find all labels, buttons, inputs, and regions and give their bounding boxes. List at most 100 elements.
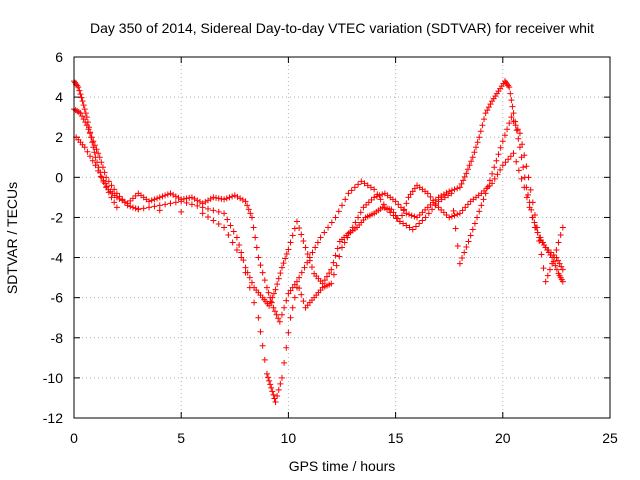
data-point [559,224,566,231]
data-point-interp [289,232,296,239]
data-point-interp [518,175,525,182]
data-point-interp [80,116,87,123]
data-point-interp [129,204,136,211]
data-point-interp [489,170,496,177]
data-point-interp [361,180,368,187]
data-point-interp [334,245,341,252]
data-point-interp [448,213,455,220]
data-point-interp [411,185,418,192]
data-point-interp [448,187,455,194]
data-point [489,180,496,187]
data-point-interp [308,264,315,271]
data-point-interp [400,220,407,227]
data-point-interp [529,214,536,221]
data-point-interp [505,156,512,163]
data-point-interp [519,141,526,148]
data-point [272,286,279,293]
data-point [221,224,228,231]
data-point-interp [438,192,445,199]
data-point [199,210,206,217]
data-point-interp [265,374,272,381]
data-point-interp [298,269,305,276]
data-point-interp [523,163,530,170]
data-point-interp [105,189,112,196]
data-point [384,206,391,213]
data-point-interp [282,255,289,262]
data-point [392,198,399,205]
data-point-interp [79,113,86,120]
data-point [534,224,541,231]
axis-ticks: 0 5 10 15 20 25 -12 -10 -8 -6 -4 -2 0 2 4 6 [43,49,618,446]
data-point-interp [512,122,519,129]
y-tick-label: -2 [51,209,64,225]
data-point-interp [459,255,466,262]
data-point-interp [555,239,562,246]
data-point-interp [304,259,311,266]
data-point [221,210,228,217]
data-point-interp [486,177,493,184]
data-point [482,110,489,117]
data-point-interp [406,211,412,218]
data-point-interp [502,159,509,166]
data-point-interp [100,178,107,185]
data-point-interp [261,277,268,284]
data-point-interp [93,146,100,153]
data-point-interp [314,239,321,246]
y-tick-label: -8 [51,330,64,346]
data-point-interp [553,247,560,254]
data-point [83,114,90,121]
data-point-interp [215,208,222,215]
data-point-interp [491,175,498,182]
data-point-interp [91,142,98,149]
data-point-interp [277,380,284,387]
data-point [508,114,515,121]
data-point-interp [326,270,333,277]
data-point-interp [99,164,106,171]
data-point-interp [180,195,187,202]
data-point-interp [280,260,287,267]
data-point-interp [477,128,484,135]
x-tick-label: 0 [70,430,78,446]
data-point-interp [464,166,471,173]
data-point [358,178,365,185]
data-point [285,290,292,297]
data-point [124,202,131,209]
data-point [270,304,277,311]
data-point [448,190,455,197]
data-point-interp [146,204,153,211]
data-point-interp [257,328,264,335]
data-point-interp [259,342,266,349]
data-point-interp [481,116,488,123]
data-point-interp [267,298,274,305]
data-point-interp [229,193,236,200]
data-point-interp [191,195,198,202]
data-point [332,214,339,221]
data-point-interp [301,264,308,271]
data-point-interp [419,209,426,216]
data-point-interp [507,90,514,97]
data-point-interp [501,132,508,139]
data-point-interp [91,149,98,156]
data-point-interp [529,199,536,206]
data-point-interp [275,386,282,393]
data-point-interp [178,208,185,215]
data-point [409,226,416,233]
data-point-interp [156,207,163,214]
data-point [542,244,549,251]
data-point [263,370,270,377]
data-point-interp [265,289,272,296]
data-point-interp [513,127,520,134]
data-point-interp [236,242,243,249]
data-point-interp [540,265,547,272]
data-point-interp [558,263,565,270]
data-point-interp [509,103,516,110]
data-point-interp [355,214,362,221]
data-point [542,278,549,285]
data-point-interp [401,206,408,213]
data-point-interp [524,191,531,198]
data-point-interp [296,224,303,231]
data-point-interp [478,202,485,209]
data-point-interp [469,226,476,233]
data-point-interp [259,269,266,276]
data-point-interp [244,202,251,209]
